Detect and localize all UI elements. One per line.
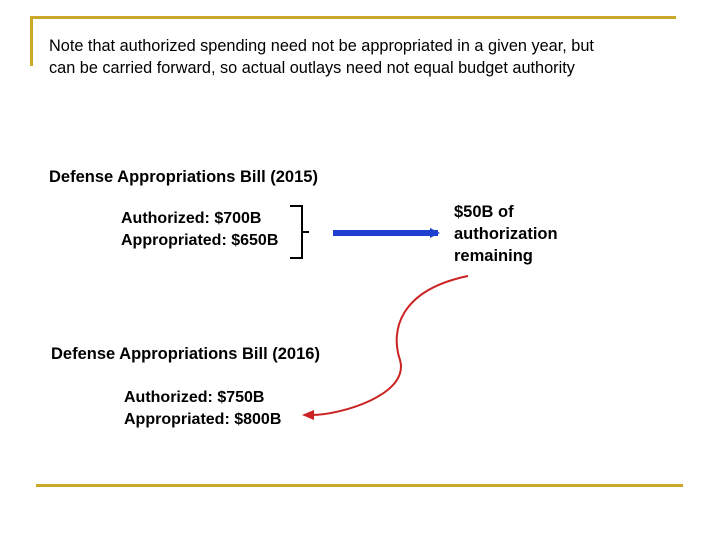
remaining-line-3: remaining: [454, 247, 533, 265]
bottom-rule: [36, 484, 683, 487]
remaining-label: $50B of authorization remaining: [454, 201, 584, 267]
note-line-2: can be carried forward, so actual outlay…: [49, 59, 575, 77]
remaining-line-2: authorization: [454, 225, 558, 243]
note-text: Note that authorized spending need not b…: [49, 35, 679, 79]
remaining-line-1: $50B of: [454, 203, 514, 221]
left-rule: [30, 16, 33, 66]
bill-2015-block: Authorized: $700B Appropriated: $650B: [121, 208, 278, 252]
bill-2016-block: Authorized: $750B Appropriated: $800B: [124, 387, 281, 431]
red-curved-arrow: [302, 275, 469, 420]
bill-2015-appropriated: Appropriated: $650B: [121, 232, 279, 249]
bill-2016-appropriated: Appropriated: $800B: [124, 411, 282, 428]
bill-2016-heading: Defense Appropriations Bill (2016): [51, 345, 320, 363]
bracket-brace: [290, 205, 309, 259]
bill-2015-heading: Defense Appropriations Bill (2015): [49, 168, 318, 186]
bill-2015-authorized: Authorized: $700B: [121, 210, 262, 227]
top-rule: [30, 16, 676, 19]
bill-2016-authorized: Authorized: $750B: [124, 389, 265, 406]
note-line-1: Note that authorized spending need not b…: [49, 37, 594, 55]
